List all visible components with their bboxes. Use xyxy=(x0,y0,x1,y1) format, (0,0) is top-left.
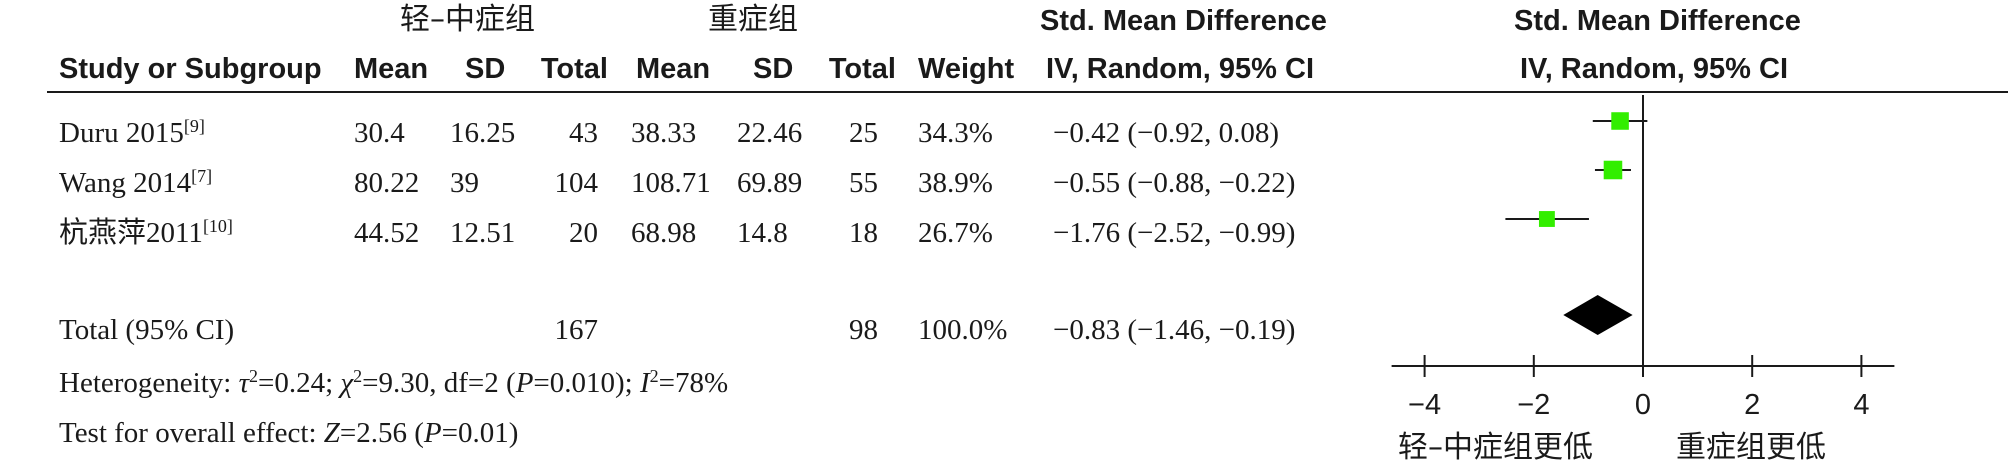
total1-value: 104 xyxy=(554,167,599,199)
total2-value: 25 xyxy=(849,117,878,149)
x-axis-tick-label: 0 xyxy=(1635,389,1651,421)
sd1-value: 39 xyxy=(450,167,479,199)
favours-left-label: 轻–中症组更低 xyxy=(1398,430,1593,465)
weight-column-header: Weight xyxy=(918,53,1015,85)
total2-value: 18 xyxy=(849,217,878,249)
study-name: 杭燕萍2011[10] xyxy=(59,216,233,249)
forest-marks: −4 −2 0 2 4 xyxy=(1391,95,1895,421)
heterogeneity-line: Heterogeneity: τ2=0.24; χ2=9.30, df=2 (P… xyxy=(59,366,729,399)
mean2-value: 68.98 xyxy=(631,217,697,249)
p-symbol: P xyxy=(515,367,534,399)
i-squared: 2 xyxy=(649,366,659,386)
study-reference: [10] xyxy=(202,216,233,236)
group2-header: 重症组 xyxy=(708,2,798,37)
smd-header-right: Std. Mean Difference xyxy=(1514,5,1801,37)
total2-value: 55 xyxy=(849,167,878,199)
smd-header-left: Std. Mean Difference xyxy=(1040,5,1327,37)
ci-text: −0.42 (−0.92, 0.08) xyxy=(1053,117,1280,149)
total-label: Total (95% CI) xyxy=(59,314,235,346)
heterogeneity-label: Heterogeneity: xyxy=(59,367,239,399)
study-reference: [9] xyxy=(183,116,205,136)
study-point xyxy=(1611,112,1629,130)
study-label: Duru 2015 xyxy=(59,117,184,149)
tau-symbol: τ xyxy=(238,367,249,399)
total-ci-text: −0.83 (−1.46, −0.19) xyxy=(1053,314,1296,346)
i-symbol: I xyxy=(639,367,650,399)
mean1-value: 44.52 xyxy=(354,217,420,249)
sd1-column-header: SD xyxy=(465,53,506,85)
sd2-value: 69.89 xyxy=(737,167,803,199)
tau-squared: 2 xyxy=(248,366,258,386)
study-column-header: Study or Subgroup xyxy=(59,53,322,85)
study-point xyxy=(1603,160,1623,180)
mean1-value: 30.4 xyxy=(354,117,405,149)
mean2-value: 108.71 xyxy=(631,167,711,199)
study-name: Duru 2015[9] xyxy=(59,116,205,149)
overall-p-value: =0.01) xyxy=(441,417,519,449)
chi-value: =9.30, df=2 ( xyxy=(362,367,516,399)
sd1-value: 16.25 xyxy=(450,117,516,149)
mean1-value: 80.22 xyxy=(354,167,420,199)
overall-label: Test for overall effect: xyxy=(59,417,324,449)
sd2-value: 22.46 xyxy=(737,117,803,149)
smd-ci-header-right: IV, Random, 95% CI xyxy=(1519,53,1789,85)
sd2-column-header: SD xyxy=(753,53,794,85)
study-name: Wang 2014[7] xyxy=(59,166,213,199)
total2-column-header: Total xyxy=(828,53,896,85)
mean2-column-header: Mean xyxy=(636,53,711,85)
x-axis-tick-label: 4 xyxy=(1853,389,1869,421)
sd2-value: 14.8 xyxy=(737,217,788,249)
mean1-column-header: Mean xyxy=(354,53,429,85)
ci-text: −0.55 (−0.88, −0.22) xyxy=(1053,167,1296,199)
chi-squared: 2 xyxy=(353,366,363,386)
x-axis-tick-label: −2 xyxy=(1517,389,1550,421)
ci-text: −1.76 (−2.52, −0.99) xyxy=(1053,217,1296,249)
overall-effect-line: Test for overall effect: Z=2.56 (P=0.01) xyxy=(59,419,518,448)
favours-right-label: 重症组更低 xyxy=(1676,430,1826,465)
x-axis-tick-label: 2 xyxy=(1744,389,1760,421)
study-point xyxy=(1538,211,1555,227)
weight-value: 34.3% xyxy=(918,117,993,149)
total1-column-header: Total xyxy=(540,53,608,85)
mean2-value: 38.33 xyxy=(631,117,697,149)
p-value: =0.010); xyxy=(533,367,640,399)
x-axis-tick-label: −4 xyxy=(1408,389,1441,421)
study-reference: [7] xyxy=(191,166,213,186)
z-value: =2.56 ( xyxy=(339,417,424,449)
weight-value: 38.9% xyxy=(918,167,993,199)
chi-symbol: χ xyxy=(340,367,354,399)
z-symbol: Z xyxy=(323,417,340,449)
total-weight: 100.0% xyxy=(918,314,1008,346)
overall-p-symbol: P xyxy=(423,417,442,449)
total2-sum: 98 xyxy=(849,314,878,346)
study-label: 杭燕萍2011 xyxy=(59,217,203,249)
total1-value: 20 xyxy=(569,217,598,249)
weight-value: 26.7% xyxy=(918,217,993,249)
total1-sum: 167 xyxy=(554,314,599,346)
pooled-diamond xyxy=(1563,295,1633,335)
group1-header: 轻–中症组 xyxy=(400,2,535,37)
i-value: =78% xyxy=(658,367,729,399)
sd1-value: 12.51 xyxy=(450,217,516,249)
total1-value: 43 xyxy=(569,117,598,149)
tau-value: =0.24; xyxy=(257,367,341,399)
study-label: Wang 2014 xyxy=(59,167,192,199)
smd-ci-header-left: IV, Random, 95% CI xyxy=(1045,53,1315,85)
